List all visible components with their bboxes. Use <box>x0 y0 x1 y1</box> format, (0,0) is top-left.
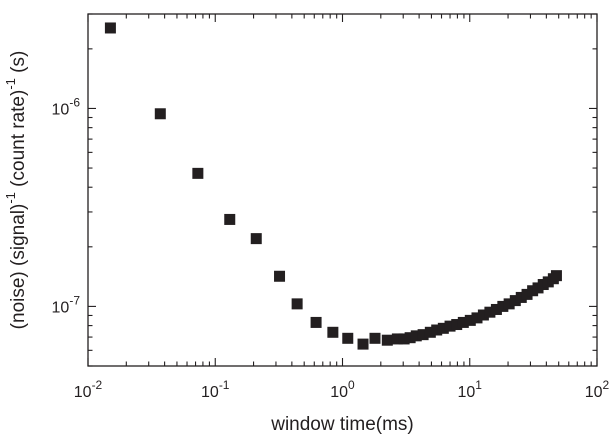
data-point <box>410 330 422 342</box>
data-point <box>451 319 463 331</box>
data-point <box>471 312 483 324</box>
data-point <box>509 295 521 307</box>
data-point <box>503 298 515 310</box>
x-axis-title: window time(ms) <box>270 414 414 435</box>
y-tick-label: 10-7 <box>52 293 81 316</box>
y-tick-label: 10-6 <box>52 95 81 118</box>
data-point <box>444 320 456 332</box>
data-point <box>291 298 303 310</box>
data-point <box>424 326 436 338</box>
data-point <box>250 233 262 245</box>
x-tick-label: 100 <box>330 378 355 401</box>
data-point <box>192 167 204 179</box>
data-point <box>477 309 489 321</box>
data-point <box>484 306 496 318</box>
data-point <box>457 316 469 328</box>
data-point <box>391 333 403 345</box>
data-point <box>464 314 476 326</box>
x-tick-label: 102 <box>585 378 610 401</box>
data-point <box>431 324 443 336</box>
data-point <box>369 332 381 344</box>
y-tick-labels: 10-7 10-6 <box>52 95 81 316</box>
data-points <box>104 22 562 350</box>
data-point <box>550 270 562 282</box>
data-point <box>417 329 429 341</box>
data-point <box>327 326 339 338</box>
data-point <box>154 108 166 120</box>
x-tick-labels: 10-2 10-1 100 101 102 <box>74 378 610 401</box>
data-point <box>104 22 116 34</box>
x-tick-label: 10-2 <box>74 378 103 401</box>
data-point <box>310 316 322 328</box>
data-point <box>437 322 449 334</box>
data-point <box>490 303 502 315</box>
x-tick-label: 10-1 <box>201 378 230 401</box>
plot-frame <box>87 13 598 367</box>
data-point <box>224 213 236 225</box>
data-point <box>398 333 410 345</box>
y-axis-title: (noise) (signal)-1 (count rate)-1 (s) <box>3 51 29 330</box>
data-point <box>342 332 354 344</box>
data-point <box>515 291 527 303</box>
data-point <box>357 338 369 350</box>
data-point <box>381 334 393 346</box>
data-point <box>521 288 533 300</box>
data-point <box>274 270 286 282</box>
x-tick-label: 101 <box>458 378 483 401</box>
data-point <box>497 300 509 312</box>
axis-ticks <box>87 13 598 367</box>
data-point <box>404 332 416 344</box>
